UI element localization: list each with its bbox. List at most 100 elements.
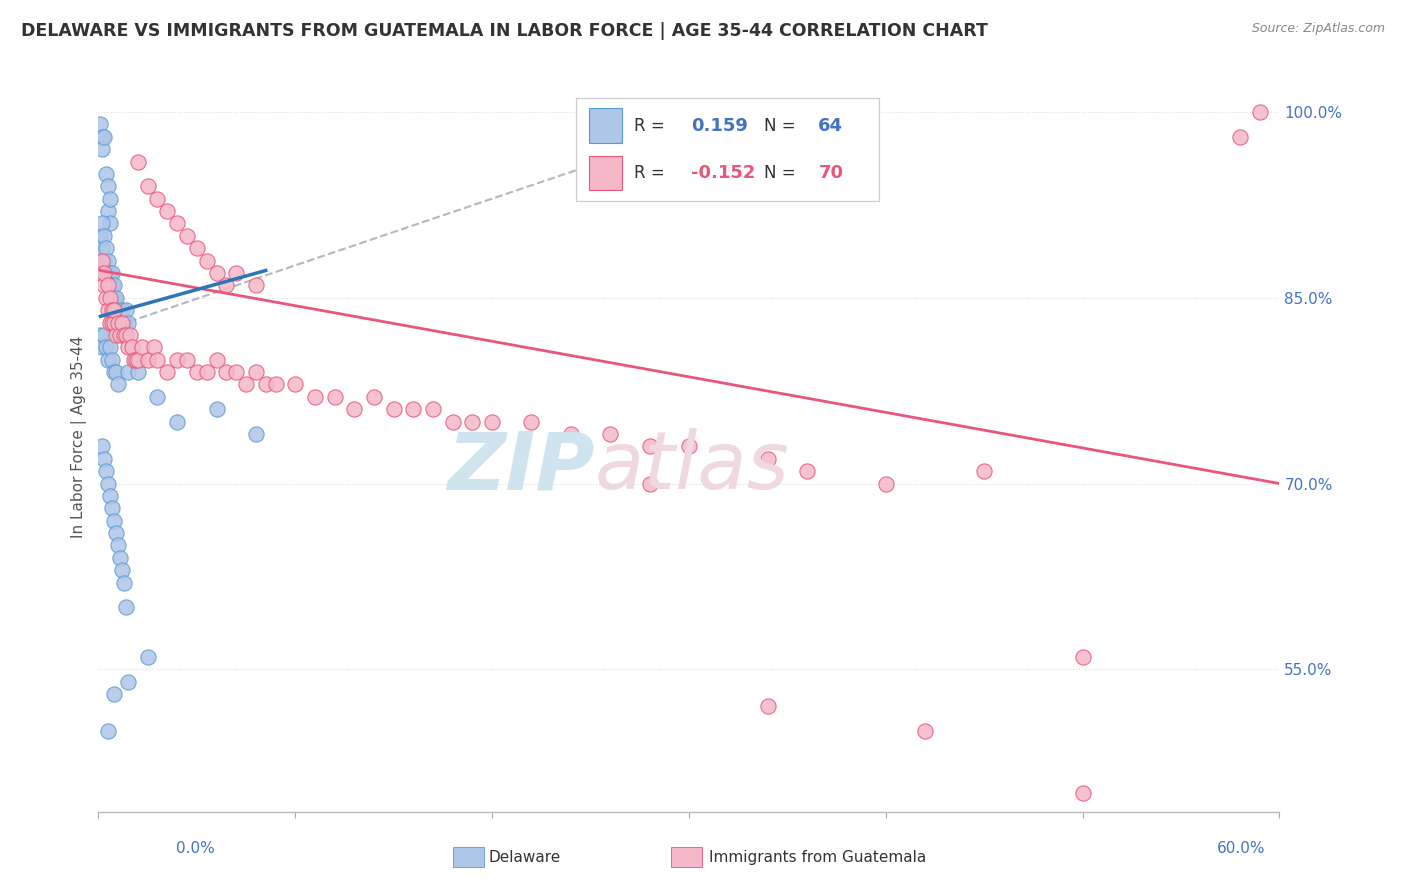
- Point: [101, 303, 124, 318]
- Point: [422, 402, 444, 417]
- Point: [105, 327, 128, 342]
- Point: [796, 464, 818, 478]
- Point: [111, 563, 134, 577]
- Point: [363, 390, 385, 404]
- Point: [304, 390, 326, 404]
- Point: [112, 327, 135, 342]
- Point: [245, 427, 267, 442]
- Point: [117, 674, 139, 689]
- Point: [875, 476, 897, 491]
- Point: [97, 352, 120, 367]
- Text: 60.0%: 60.0%: [1218, 841, 1265, 856]
- Point: [103, 365, 125, 379]
- Point: [112, 316, 135, 330]
- Point: [121, 340, 143, 354]
- Point: [599, 427, 621, 442]
- Point: [115, 303, 138, 318]
- Point: [186, 365, 208, 379]
- Point: [101, 316, 124, 330]
- Point: [481, 415, 503, 429]
- Point: [205, 402, 228, 417]
- Point: [112, 575, 135, 590]
- Point: [105, 316, 128, 330]
- Point: [1071, 786, 1094, 800]
- Point: [97, 253, 120, 268]
- Point: [93, 278, 115, 293]
- Point: [117, 340, 139, 354]
- Point: [96, 340, 118, 354]
- Point: [97, 476, 120, 491]
- Point: [96, 291, 118, 305]
- Point: [461, 415, 484, 429]
- Text: Delaware: Delaware: [488, 850, 561, 864]
- Point: [146, 192, 169, 206]
- Point: [105, 291, 128, 305]
- Point: [108, 316, 131, 330]
- Point: [108, 550, 131, 565]
- Point: [98, 291, 121, 305]
- Point: [107, 316, 129, 330]
- Point: [756, 451, 779, 466]
- Point: [98, 266, 121, 280]
- Point: [1229, 129, 1251, 144]
- Point: [101, 352, 124, 367]
- Point: [97, 303, 120, 318]
- Point: [98, 489, 121, 503]
- Point: [96, 464, 118, 478]
- Point: [98, 192, 121, 206]
- Point: [97, 278, 120, 293]
- Point: [101, 266, 124, 280]
- Point: [323, 390, 346, 404]
- Point: [254, 377, 277, 392]
- Point: [101, 501, 124, 516]
- Bar: [589, 108, 621, 144]
- Point: [142, 340, 165, 354]
- Point: [103, 514, 125, 528]
- Point: [156, 365, 179, 379]
- Point: [146, 390, 169, 404]
- Point: [245, 278, 267, 293]
- Point: [245, 365, 267, 379]
- Point: [638, 439, 661, 453]
- Bar: [589, 155, 621, 190]
- Point: [284, 377, 307, 392]
- Point: [1071, 649, 1094, 664]
- Point: [146, 352, 169, 367]
- Text: Immigrants from Guatemala: Immigrants from Guatemala: [709, 850, 927, 864]
- Point: [101, 278, 124, 293]
- Point: [127, 154, 149, 169]
- Point: [756, 699, 779, 714]
- Text: 64: 64: [818, 117, 844, 135]
- Point: [97, 724, 120, 739]
- Point: [105, 365, 128, 379]
- Point: [89, 228, 111, 243]
- Point: [91, 253, 114, 268]
- Point: [678, 439, 700, 453]
- Point: [98, 340, 121, 354]
- Point: [166, 216, 188, 230]
- Text: 0.0%: 0.0%: [176, 841, 215, 856]
- Point: [108, 327, 131, 342]
- Point: [91, 142, 114, 156]
- Point: [91, 129, 114, 144]
- Point: [98, 316, 121, 330]
- Point: [115, 600, 138, 615]
- Point: [89, 117, 111, 131]
- Point: [107, 316, 129, 330]
- Point: [117, 365, 139, 379]
- Point: [91, 340, 114, 354]
- Point: [225, 266, 247, 280]
- Point: [89, 266, 111, 280]
- Point: [107, 377, 129, 392]
- Point: [103, 687, 125, 701]
- Point: [176, 352, 198, 367]
- Point: [117, 316, 139, 330]
- Point: [103, 303, 125, 318]
- Point: [111, 316, 134, 330]
- Point: [156, 204, 179, 219]
- Point: [914, 724, 936, 739]
- Point: [107, 538, 129, 552]
- Text: R =: R =: [634, 164, 665, 182]
- Point: [195, 253, 218, 268]
- Point: [105, 526, 128, 541]
